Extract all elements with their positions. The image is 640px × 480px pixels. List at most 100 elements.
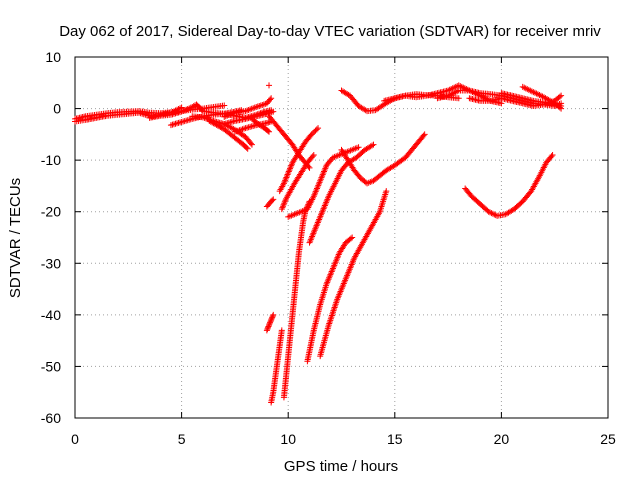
data-point (421, 131, 428, 138)
data-point (369, 142, 376, 149)
x-tick-label: 20 (494, 431, 510, 447)
plot-frame (74, 56, 609, 419)
y-tick-label: -50 (41, 358, 61, 374)
data-point (257, 102, 264, 109)
y-tick-label: -10 (41, 152, 61, 168)
tick-layer: 0 5 10 15 20 25 -60 -50 -40 -30 -20 -10 0 10 (41, 49, 616, 447)
data-point (281, 178, 288, 185)
data-point (491, 211, 498, 218)
data-point (214, 122, 221, 129)
data-point (549, 151, 556, 158)
data-point (286, 167, 293, 174)
y-tick-label: -60 (41, 410, 61, 426)
data-point (487, 209, 494, 216)
data-point (280, 180, 287, 187)
data-point (420, 132, 427, 139)
data-point (264, 324, 271, 331)
y-tick-label: -20 (41, 204, 61, 220)
data-point (266, 82, 273, 89)
series-track-ab (519, 83, 565, 112)
x-tick-label: 0 (71, 431, 79, 447)
series-track-k (263, 196, 277, 210)
series-track-o (268, 327, 285, 406)
series-track-p (263, 311, 277, 334)
data-point (281, 198, 288, 205)
series-track-j (248, 115, 273, 135)
data-point (217, 124, 224, 131)
data-point (488, 210, 495, 217)
series-track-n (278, 151, 317, 213)
data-point (221, 102, 228, 109)
data-point (269, 314, 276, 321)
data-point (498, 100, 505, 107)
data-points (72, 82, 565, 406)
data-point (270, 108, 277, 115)
data-point (284, 171, 291, 178)
data-point (347, 235, 354, 242)
data-point (287, 165, 294, 172)
data-point (266, 128, 273, 135)
data-point (259, 101, 266, 108)
x-tick-label: 5 (178, 431, 186, 447)
data-point (264, 127, 271, 134)
data-point (281, 200, 288, 207)
series-track-t (304, 234, 356, 365)
data-point (266, 322, 273, 329)
data-point (489, 210, 496, 217)
data-point (216, 123, 223, 130)
data-point (556, 93, 563, 100)
grid-layer (75, 57, 608, 418)
data-point (306, 164, 313, 171)
x-tick-label: 10 (280, 431, 296, 447)
data-point (309, 153, 316, 160)
data-point (267, 96, 274, 103)
series-track-g (221, 95, 275, 120)
data-point (370, 141, 377, 148)
data-point (268, 95, 275, 102)
data-point (265, 119, 272, 126)
data-point (263, 327, 270, 334)
data-point (315, 125, 322, 132)
data-point (243, 144, 250, 151)
data-point (288, 162, 295, 169)
y-tick-label: -30 (41, 255, 61, 271)
data-point (310, 151, 317, 158)
data-point (283, 172, 290, 179)
series-track-ad (266, 82, 273, 89)
data-point (282, 197, 289, 204)
series-track-m (276, 125, 322, 195)
data-point (278, 206, 285, 213)
data-point (247, 140, 254, 147)
y-tick-label: 0 (53, 101, 61, 117)
data-point (558, 92, 565, 99)
x-tick-label: 15 (387, 431, 403, 447)
series-track-s (306, 141, 377, 246)
data-point (270, 196, 277, 203)
data-point (287, 164, 294, 171)
data-point (278, 327, 285, 334)
data-point (267, 319, 274, 326)
y-tick-label: -40 (41, 307, 61, 323)
data-point (269, 313, 276, 320)
data-point (548, 153, 555, 160)
data-point (285, 170, 292, 177)
data-point (268, 315, 275, 322)
data-point (355, 144, 362, 151)
data-point (265, 323, 272, 330)
y-tick-label: 10 (45, 49, 61, 65)
series-track-f (206, 117, 251, 152)
data-point (269, 197, 276, 204)
data-point (485, 208, 492, 215)
data-point (282, 175, 289, 182)
data-point (279, 204, 286, 211)
data-point (218, 124, 225, 131)
data-point (198, 107, 205, 114)
series-track-r (285, 144, 362, 220)
data-point (558, 105, 565, 112)
data-point (313, 126, 320, 133)
data-point (455, 95, 462, 102)
chart-title: Day 062 of 2017, Sidereal Day-to-day VTE… (59, 23, 601, 40)
data-point (241, 125, 248, 132)
data-point (248, 141, 255, 148)
data-point (244, 145, 251, 152)
